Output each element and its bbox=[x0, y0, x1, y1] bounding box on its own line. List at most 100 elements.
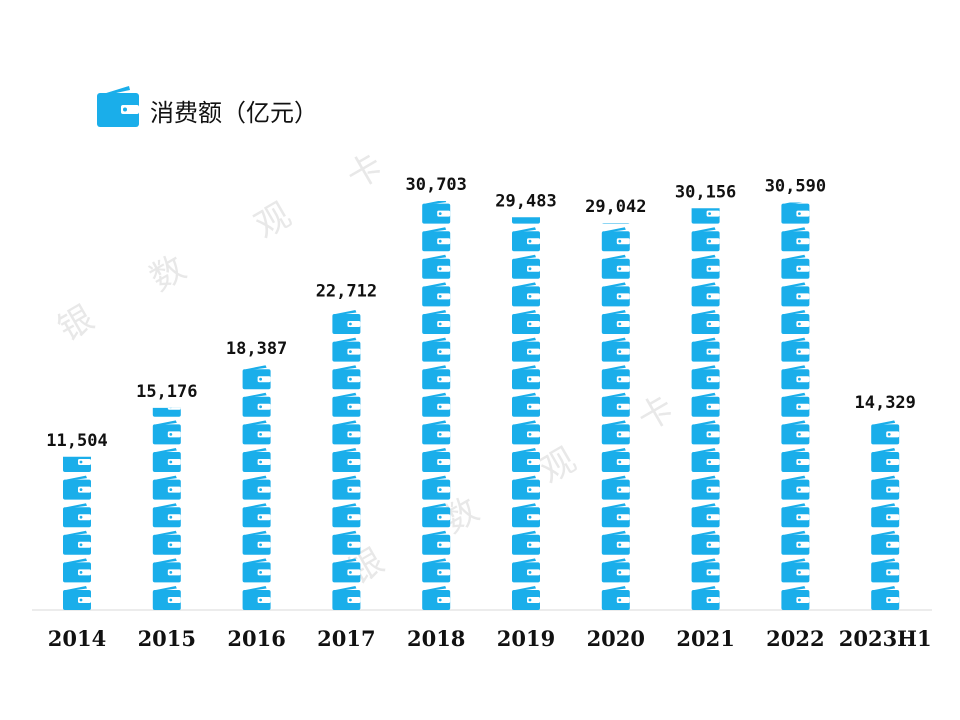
wallet-icon bbox=[601, 558, 630, 583]
wallet-icon bbox=[871, 558, 900, 583]
wallet-icon bbox=[781, 586, 810, 610]
value-label: 15,176 bbox=[136, 382, 197, 402]
category-label: 2021 bbox=[676, 626, 734, 651]
watermark-char: 数 bbox=[143, 248, 192, 300]
wallet-icon bbox=[601, 365, 630, 390]
wallet-icon bbox=[691, 254, 720, 279]
wallet-icon bbox=[422, 420, 451, 445]
bar bbox=[422, 201, 451, 610]
wallet-icon bbox=[422, 310, 451, 334]
wallet-icon bbox=[422, 201, 451, 224]
wallet-icon bbox=[242, 503, 271, 528]
category-label: 2016 bbox=[227, 626, 285, 651]
wallet-icon bbox=[871, 503, 900, 528]
watermark-char: 银 bbox=[51, 298, 100, 350]
wallet-icon bbox=[422, 558, 451, 583]
wallet-icon bbox=[781, 202, 810, 224]
wallet-icon bbox=[512, 217, 540, 224]
value-label: 30,590 bbox=[765, 177, 826, 197]
wallet-icon bbox=[242, 558, 271, 583]
wallet-icon bbox=[691, 365, 720, 390]
wallet-icon bbox=[871, 586, 900, 610]
wallet-icon bbox=[152, 448, 181, 472]
bar bbox=[152, 407, 181, 610]
wallet-icon bbox=[601, 420, 630, 445]
wallet-icon bbox=[691, 282, 720, 307]
wallet-icon bbox=[512, 392, 540, 417]
wallet-icon bbox=[781, 392, 810, 417]
value-label: 22,712 bbox=[316, 281, 377, 301]
wallet-icon bbox=[512, 227, 540, 252]
wallet-icon bbox=[242, 420, 271, 445]
category-label: 2022 bbox=[766, 626, 824, 651]
wallet-icon bbox=[691, 503, 720, 528]
value-labels: 11,504 15,176 18,387 22,712 30,703 29,483 29,0… bbox=[46, 175, 916, 451]
bar bbox=[691, 208, 720, 610]
wallet-icon bbox=[601, 310, 630, 334]
wallet-icon bbox=[97, 86, 139, 127]
wallet-icon bbox=[63, 456, 91, 472]
wallet-icon bbox=[691, 337, 720, 362]
wallet-icon bbox=[871, 475, 900, 500]
wallet-icon bbox=[512, 530, 540, 555]
wallet-icon bbox=[152, 420, 181, 445]
wallet-icon bbox=[691, 392, 720, 417]
wallet-icon bbox=[602, 223, 630, 224]
wallet-icon bbox=[512, 420, 540, 445]
wallet-icon bbox=[152, 475, 181, 500]
wallet-icon bbox=[512, 586, 540, 610]
bar bbox=[332, 310, 361, 610]
wallet-icon bbox=[63, 586, 91, 610]
wallet-icon bbox=[242, 475, 271, 500]
wallet-icon bbox=[152, 558, 181, 583]
wallet-icon bbox=[691, 586, 720, 610]
wallet-icon bbox=[601, 503, 630, 528]
wallet-icon bbox=[63, 530, 91, 555]
wallet-icon bbox=[691, 227, 720, 252]
category-label: 2019 bbox=[497, 626, 555, 651]
bar bbox=[871, 420, 900, 610]
wallet-icon bbox=[512, 448, 540, 472]
wallet-icon bbox=[781, 310, 810, 334]
wallet-icon bbox=[422, 448, 451, 472]
wallet-icon bbox=[63, 503, 91, 528]
wallet-icon bbox=[512, 365, 540, 390]
wallet-icon bbox=[422, 503, 451, 528]
wallet-icon bbox=[601, 448, 630, 472]
category-label: 2020 bbox=[587, 626, 645, 651]
wallet-icon bbox=[242, 392, 271, 417]
wallet-icon bbox=[242, 586, 271, 610]
value-label: 11,504 bbox=[46, 431, 107, 451]
wallet-icon bbox=[601, 530, 630, 555]
watermark-char: 观 bbox=[248, 195, 297, 247]
value-label: 30,156 bbox=[675, 182, 736, 202]
bar bbox=[63, 456, 91, 610]
wallet-icon bbox=[512, 254, 540, 279]
wallet-icon bbox=[242, 448, 271, 472]
wallet-icon bbox=[781, 227, 810, 252]
value-label: 14,329 bbox=[854, 393, 915, 413]
wallet-icon bbox=[422, 227, 451, 252]
wallet-icon bbox=[422, 254, 451, 279]
wallet-icon bbox=[242, 365, 271, 390]
wallet-icon bbox=[691, 208, 720, 224]
wallet-icon bbox=[512, 475, 540, 500]
wallet-icon bbox=[512, 337, 540, 362]
wallet-icon bbox=[781, 282, 810, 307]
value-label: 30,703 bbox=[405, 175, 466, 195]
wallet-icon bbox=[422, 392, 451, 417]
wallet-icon bbox=[512, 558, 540, 583]
category-label: 2015 bbox=[138, 626, 196, 651]
wallet-icon bbox=[691, 475, 720, 500]
wallet-icon bbox=[422, 337, 451, 362]
wallet-icon bbox=[691, 448, 720, 472]
wallet-icon bbox=[332, 365, 361, 390]
wallet-icon bbox=[332, 448, 361, 472]
wallet-icon bbox=[601, 475, 630, 500]
category-label: 2017 bbox=[317, 626, 375, 651]
wallet-icon bbox=[332, 530, 361, 555]
watermark-char: 观 bbox=[533, 440, 582, 492]
wallet-icon bbox=[332, 337, 361, 362]
wallet-icon bbox=[871, 420, 900, 445]
